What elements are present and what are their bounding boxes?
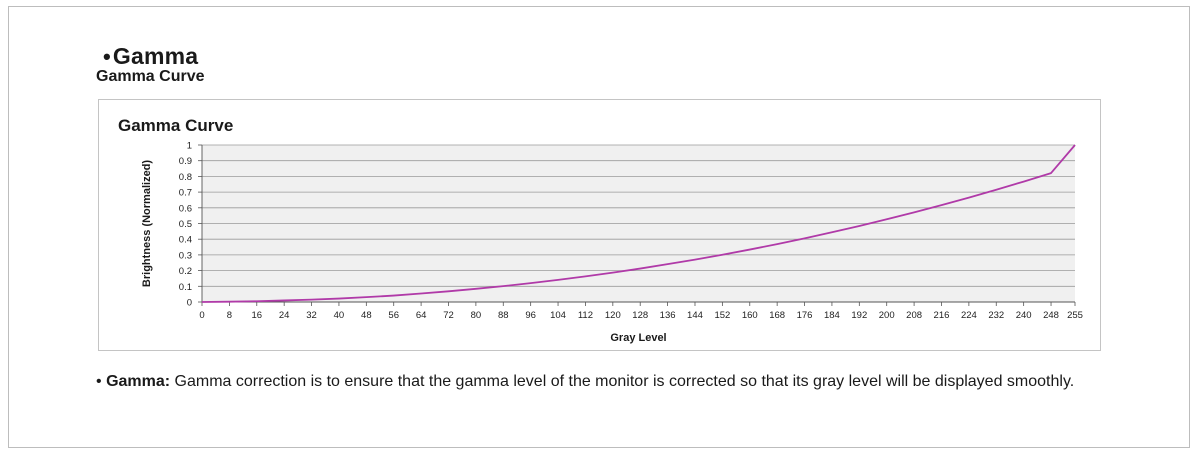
x-tick-label: 168 [769,310,785,321]
y-tick-label: 0.2 [179,266,192,277]
section-subtitle: Gamma Curve [96,68,205,85]
y-tick-label: 0.9 [179,156,192,167]
y-tick-label: 0.6 [179,203,192,214]
x-tick-label: 152 [714,310,730,321]
x-tick-label: 200 [879,310,895,321]
x-tick-label: 112 [578,310,593,321]
x-tick-label: 248 [1043,310,1059,321]
x-tick-label: 184 [824,310,840,321]
y-tick-label: 0.4 [179,235,192,246]
desc-bullet: • [96,373,102,390]
x-axis-label: Gray Level [610,332,666,344]
x-tick-label: 136 [660,310,676,321]
y-tick-label: 0.3 [179,250,192,261]
description: • Gamma: Gamma correction is to ensure t… [96,372,1106,391]
y-tick-label: 0.8 [179,172,192,183]
x-tick-label: 240 [1016,310,1032,321]
x-tick-label: 216 [934,310,950,321]
section-title-text: Gamma [112,43,199,69]
x-tick-label: 88 [498,310,509,321]
y-tick-label: 1 [187,141,192,152]
x-tick-label: 8 [227,310,232,321]
chart-svg: Gamma Curve 0 0.1 0.2 0.3 0.4 0.5 0.6 0.7 0.8 0.9 1… [118,116,1083,344]
series-line [201,144,1076,303]
x-tick-label: 160 [742,310,758,321]
x-tick-label: 176 [797,310,813,321]
x-tick-label: 144 [687,310,703,321]
x-tick-label: 80 [471,310,482,321]
x-tick-label: 96 [525,310,536,321]
x-tick-label: 64 [416,310,427,321]
title-bullet: • [103,44,111,69]
x-tick-label: 128 [632,310,648,321]
x-tick-label: 0 [199,310,204,321]
x-tick-label: 72 [443,310,454,321]
x-tick-label: 32 [306,310,317,321]
x-tick-label: 56 [388,310,399,321]
chart-title: Gamma Curve [118,116,233,135]
x-tick-label: 104 [550,310,566,321]
y-tick-label: 0.7 [179,188,192,199]
desc-term: Gamma: [106,373,171,390]
gamma-chart: Gamma Curve 0 0.1 0.2 0.3 0.4 0.5 0.6 0.7 0.8 0.9 1… [98,99,1101,351]
x-tick-label: 40 [334,310,345,321]
x-tick-label: 232 [988,310,1004,321]
x-tick-label: 24 [279,310,290,321]
section-title: •Gamma [103,43,198,70]
y-axis-label: Brightness (Normalized) [141,160,153,287]
y-tick-label: 0.1 [179,282,192,293]
x-tick-label: 120 [605,310,621,321]
y-tick-label: 0.5 [179,219,192,230]
x-tick-label: 192 [851,310,867,321]
x-tick-label: 48 [361,310,372,321]
desc-text: Gamma correction is to ensure that the g… [170,373,1075,390]
x-tick-label: 16 [251,310,262,321]
x-tick-label: 224 [961,310,977,321]
y-tick-label: 0 [187,298,192,309]
x-tick-label: 255 [1067,310,1083,321]
x-tick-label: 208 [906,310,922,321]
